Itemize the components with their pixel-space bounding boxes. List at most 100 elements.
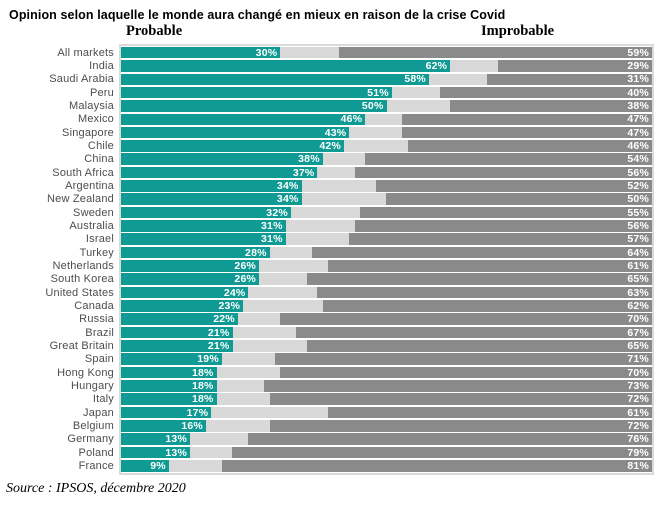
probable-value-label: 58% [404, 73, 426, 86]
country-label: China [84, 153, 114, 166]
bar-row: Belgium 16% 72% [0, 419, 652, 432]
bar-track: 16% 72% [121, 420, 652, 432]
bar-track: 51% 40% [121, 87, 652, 99]
bar-track: 9% 81% [121, 460, 652, 472]
improbable-value-label: 47% [627, 113, 649, 126]
probable-value-label: 62% [425, 59, 448, 72]
probable-bar: 18% [121, 380, 217, 392]
probable-bar: 19% [121, 353, 222, 365]
chart-title: Opinion selon laquelle le monde aura cha… [9, 8, 506, 22]
probable-bar: 21% [121, 327, 233, 339]
country-label: New Zealand [46, 193, 114, 206]
improbable-bar: 72% [269, 420, 652, 432]
probable-bar: 38% [121, 153, 323, 165]
bar-row: Peru 51% 40% [0, 86, 652, 99]
bar-row: Turkey 28% 64% [0, 246, 652, 259]
probable-value-label: 18% [191, 366, 214, 379]
probable-bar: 50% [121, 100, 387, 112]
probable-value-label: 21% [207, 326, 230, 339]
improbable-value-label: 47% [627, 126, 649, 139]
bar-track: 30% 59% [121, 47, 652, 59]
improbable-value-label: 72% [627, 393, 649, 406]
probable-value-label: 38% [298, 153, 320, 166]
improbable-bar: 70% [280, 367, 652, 379]
neutral-gap [190, 433, 249, 445]
country-label: Belgium [72, 419, 114, 432]
improbable-bar: 81% [221, 460, 652, 472]
improbable-value-label: 55% [627, 206, 649, 219]
neutral-gap [205, 420, 270, 432]
probable-bar: 62% [121, 59, 451, 72]
country-label: Hong Kong [57, 366, 114, 379]
improbable-bar: 40% [439, 87, 652, 99]
improbable-value-label: 56% [627, 166, 649, 179]
probable-value-label: 46% [340, 113, 363, 126]
improbable-bar: 76% [248, 433, 652, 445]
probable-value-label: 24% [223, 286, 246, 299]
neutral-gap [269, 246, 313, 259]
improbable-value-label: 46% [627, 139, 649, 152]
probable-bar: 46% [121, 113, 366, 126]
improbable-bar: 59% [338, 46, 652, 59]
neutral-gap [391, 86, 440, 99]
bar-row: Brazil 21% 67% [0, 326, 652, 339]
neutral-gap [365, 113, 403, 126]
probable-bar: 37% [121, 166, 318, 179]
bar-track: 62% 29% [121, 60, 652, 72]
probable-value-label: 50% [361, 99, 384, 112]
probable-value-label: 28% [245, 246, 267, 259]
country-label: Saudi Arabia [49, 73, 114, 86]
bar-row: Argentina 34% 52% [0, 179, 652, 192]
improbable-value-label: 73% [627, 379, 649, 392]
probable-bar: 22% [121, 313, 238, 325]
country-label: Brazil [85, 326, 114, 339]
neutral-gap [237, 313, 281, 326]
bar-row: Japan 17% 61% [0, 406, 652, 419]
probable-value-label: 34% [276, 179, 299, 192]
improbable-bar: 55% [359, 206, 652, 219]
neutral-gap [349, 126, 403, 139]
improbable-value-label: 59% [627, 46, 649, 59]
country-label: Australia [69, 219, 114, 232]
chart-rows: All markets 30% 59% India 62% 29% Saudi Arabia… [0, 44, 654, 475]
bar-row: Israel 31% 57% [0, 233, 652, 246]
probable-value-label: 16% [181, 419, 203, 432]
country-label: Sweden [73, 206, 114, 219]
improbable-value-label: 70% [627, 313, 649, 326]
improbable-bar: 72% [269, 393, 652, 406]
neutral-gap [232, 326, 297, 339]
country-label: Canada [74, 299, 114, 312]
bar-row: Great Britain 21% 65% [0, 339, 652, 352]
improbable-bar: 63% [317, 287, 652, 299]
improbable-bar: 38% [450, 100, 652, 112]
probable-value-label: 23% [218, 299, 241, 312]
improbable-value-label: 63% [627, 286, 649, 299]
country-label: Israel [85, 233, 114, 246]
bar-track: 50% 38% [121, 100, 652, 112]
neutral-gap [344, 140, 408, 152]
probable-bar: 13% [121, 433, 191, 446]
probable-value-label: 37% [292, 166, 315, 179]
probable-value-label: 26% [234, 259, 257, 272]
series-label-improbable: Improbable [481, 23, 555, 39]
improbable-bar: 47% [402, 113, 652, 126]
improbable-bar: 61% [328, 260, 652, 272]
probable-bar: 16% [121, 420, 206, 432]
neutral-gap [322, 153, 366, 166]
probable-bar: 17% [121, 407, 212, 419]
probable-bar: 21% [121, 340, 233, 352]
improbable-bar: 54% [365, 153, 652, 165]
country-label: Malaysia [68, 99, 114, 112]
improbable-bar: 79% [232, 447, 652, 459]
probable-bar: 51% [121, 87, 392, 99]
country-label: Hungary [71, 379, 114, 392]
probable-value-label: 21% [207, 339, 230, 352]
probable-bar: 18% [121, 367, 217, 379]
improbable-value-label: 65% [627, 273, 649, 286]
improbable-value-label: 61% [627, 259, 649, 272]
improbable-bar: 56% [354, 220, 652, 232]
neutral-gap [280, 46, 339, 59]
bar-track: 38% 54% [121, 153, 652, 165]
probable-value-label: 13% [165, 433, 188, 446]
improbable-bar: 57% [349, 233, 652, 245]
